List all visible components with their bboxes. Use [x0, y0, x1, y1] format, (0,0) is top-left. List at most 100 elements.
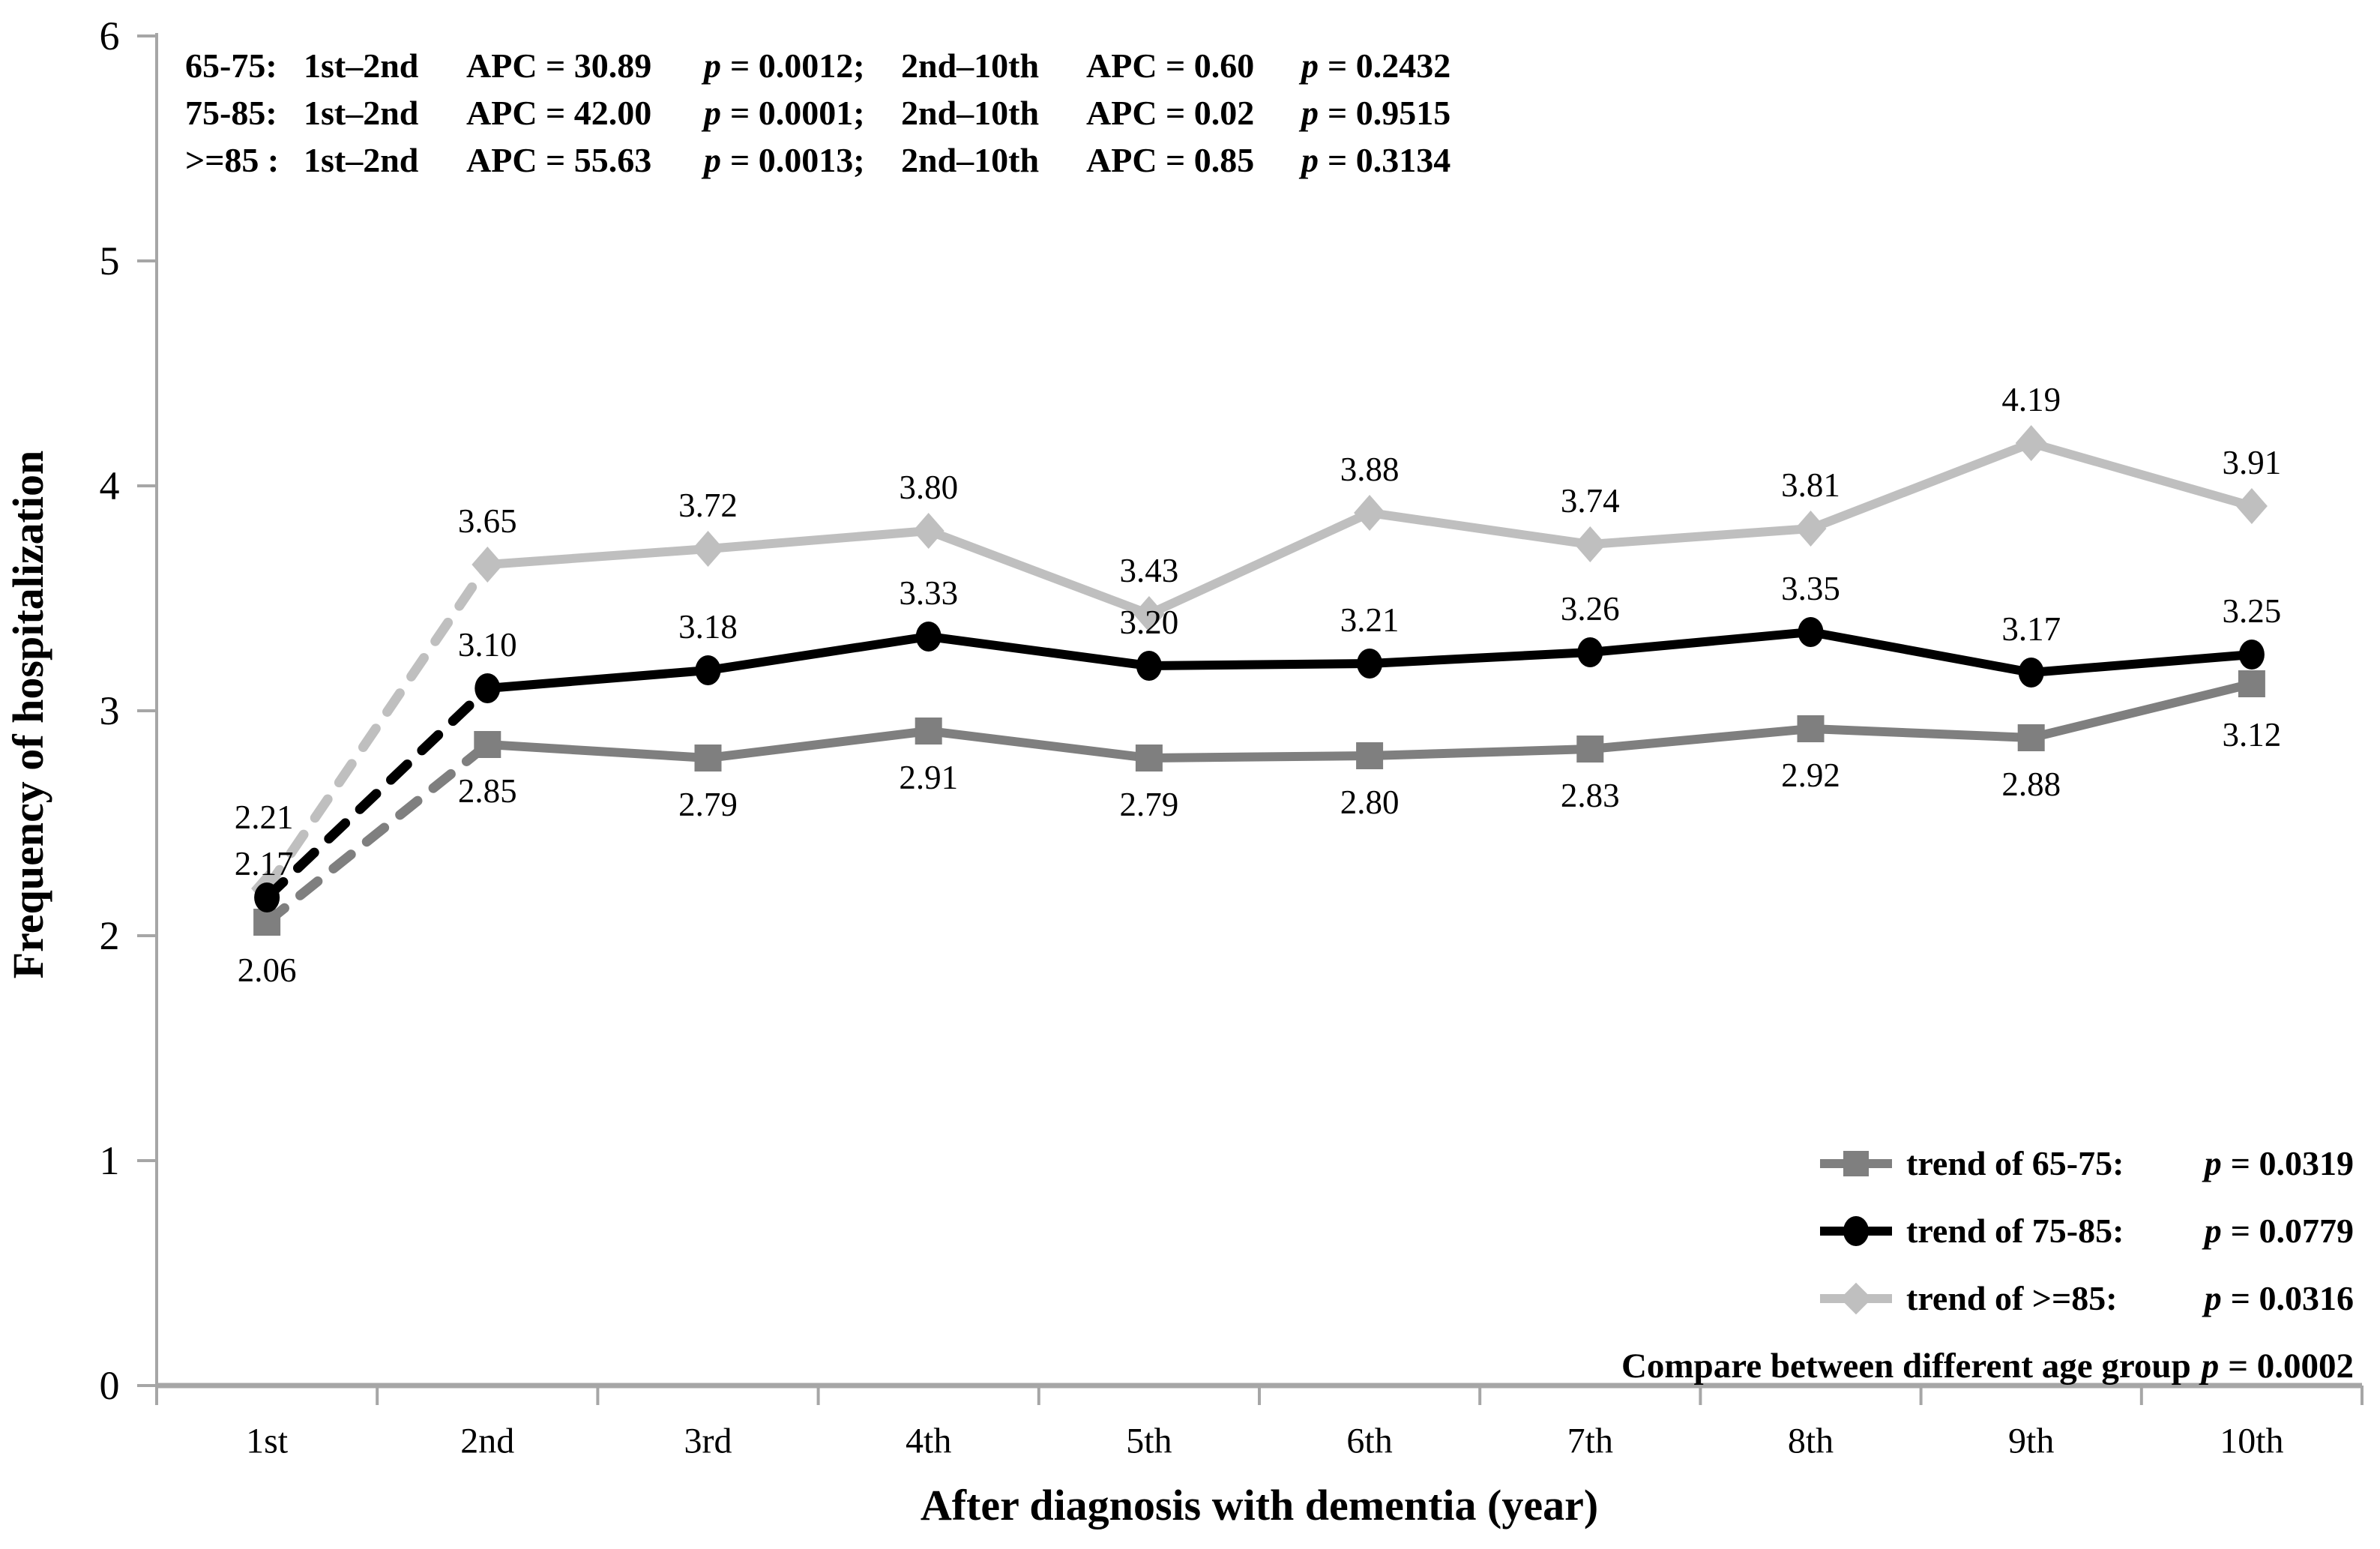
svg-text:2.88: 2.88: [2001, 766, 2061, 803]
svg-text:3.25: 3.25: [2223, 592, 2282, 630]
svg-text:3.26: 3.26: [1561, 590, 1620, 628]
p-symbol: p: [1301, 46, 1319, 85]
svg-text:3.17: 3.17: [2001, 610, 2061, 648]
apc-value: APC = 42.00: [466, 94, 652, 132]
svg-text:3rd: 3rd: [684, 1422, 732, 1461]
svg-text:4.19: 4.19: [2001, 381, 2061, 418]
svg-text:5: 5: [100, 238, 120, 283]
markers: [253, 670, 2265, 936]
group-label: 65-75:: [185, 46, 277, 85]
svg-text:2.06: 2.06: [238, 951, 297, 989]
svg-text:5th: 5th: [1126, 1422, 1172, 1461]
range-label: 1st–2nd: [304, 94, 419, 132]
svg-text:4: 4: [100, 463, 120, 508]
markers: [251, 425, 2268, 906]
svg-text:1: 1: [100, 1138, 120, 1183]
svg-text:3.21: 3.21: [1340, 601, 1400, 639]
svg-text:3.91: 3.91: [2223, 444, 2282, 481]
svg-text:3.20: 3.20: [1120, 604, 1179, 641]
svg-text:2.80: 2.80: [1340, 783, 1400, 821]
apc-line-65-75: 65-75: 1st–2nd APC = 30.89 p = 0.0012; 2n…: [185, 42, 1450, 89]
apc-value: APC = 30.89: [466, 46, 652, 85]
svg-text:2.17: 2.17: [235, 845, 294, 882]
apc-value: APC = 0.60: [1086, 46, 1255, 85]
p-number: = 0.0001;: [730, 94, 865, 132]
data-labels: 2.17 3.10 3.18 3.33 3.20 3.21 3.26 3.35 3.17 3.25: [235, 570, 2282, 882]
svg-text:3: 3: [100, 688, 120, 733]
series-trend-of-65-75: 2.06 2.85 2.79 2.91 2.79 2.80 2.83 2.92 2.88 3.12: [238, 670, 2282, 989]
p-symbol: p: [1301, 141, 1319, 179]
group-label: 75-85:: [185, 94, 277, 132]
apc-annotation: 65-75: 1st–2nd APC = 30.89 p = 0.0012; 2n…: [185, 42, 1450, 184]
svg-text:9th: 9th: [2008, 1422, 2054, 1461]
svg-text:3.88: 3.88: [1340, 451, 1400, 488]
svg-text:3.18: 3.18: [678, 608, 738, 646]
svg-text:4th: 4th: [906, 1422, 951, 1461]
svg-text:1st: 1st: [246, 1422, 289, 1461]
y-axis-title: Frequency of hospitalization: [4, 450, 52, 979]
data-labels: 2.06 2.85 2.79 2.91 2.79 2.80 2.83 2.92 2.88 3.12: [238, 716, 2282, 989]
y-tick-labels: 0 1 2 3 4 5 6: [100, 13, 120, 1408]
svg-text:0: 0: [100, 1363, 120, 1408]
p-number: = 0.2432: [1328, 46, 1451, 85]
svg-text:3.12: 3.12: [2223, 716, 2282, 754]
range-label: 2nd–10th: [901, 46, 1040, 85]
p-value: p = 0.0001;: [704, 89, 901, 136]
svg-text:2.21: 2.21: [235, 798, 294, 836]
range-label: 1st–2nd: [304, 46, 419, 85]
svg-text:2.79: 2.79: [678, 786, 738, 823]
p-value: p = 0.3134: [1301, 136, 1450, 184]
apc-value: APC = 0.85: [1086, 141, 1255, 179]
p-value: p = 0.9515: [1301, 89, 1450, 136]
p-number: = 0.0012;: [730, 46, 865, 85]
svg-text:3.74: 3.74: [1561, 482, 1620, 520]
markers: [254, 617, 2265, 912]
svg-text:3.43: 3.43: [1120, 552, 1179, 589]
p-number: = 0.3134: [1328, 141, 1451, 179]
apc-value: APC = 55.63: [466, 141, 652, 179]
axes: [137, 33, 2364, 1405]
series-trend-of-85: 2.21 3.65 3.72 3.80 3.43 3.88 3.74 3.81 4.19 3.91: [235, 381, 2282, 906]
p-symbol: p: [704, 94, 721, 132]
svg-text:2.79: 2.79: [1120, 786, 1179, 823]
apc-line-ge85: >=85 : 1st–2nd APC = 55.63 p = 0.0013; 2n…: [185, 136, 1450, 184]
svg-text:2.83: 2.83: [1561, 777, 1620, 814]
svg-text:3.33: 3.33: [899, 574, 958, 612]
x-tick-labels: 1st 2nd 3rd 4th 5th 6th 7th 8th 9th 10th: [246, 1422, 2283, 1461]
svg-text:2.91: 2.91: [899, 759, 958, 796]
dashed-segment: [262, 559, 492, 894]
p-symbol: p: [1301, 94, 1319, 132]
p-number: = 0.9515: [1328, 94, 1451, 132]
dashed-segment: [262, 683, 492, 903]
svg-text:8th: 8th: [1788, 1422, 1834, 1461]
svg-text:3.72: 3.72: [678, 487, 738, 524]
p-number: = 0.0013;: [730, 141, 865, 179]
svg-text:10th: 10th: [2220, 1422, 2283, 1461]
svg-text:6th: 6th: [1346, 1422, 1392, 1461]
dashed-segment: [262, 739, 492, 927]
p-value: p = 0.0012;: [704, 42, 901, 89]
svg-text:7th: 7th: [1567, 1422, 1613, 1461]
data-labels: 2.21 3.65 3.72 3.80 3.43 3.88 3.74 3.81 4.19 3.91: [235, 381, 2282, 836]
svg-text:2: 2: [100, 913, 120, 958]
svg-text:3.81: 3.81: [1781, 466, 1840, 504]
svg-text:3.35: 3.35: [1781, 570, 1840, 607]
svg-text:2.92: 2.92: [1781, 757, 1840, 794]
x-axis-title: After diagnosis with dementia (year): [920, 1481, 1599, 1530]
range-label: 1st–2nd: [304, 141, 419, 179]
svg-text:2.85: 2.85: [458, 772, 517, 810]
apc-line-75-85: 75-85: 1st–2nd APC = 42.00 p = 0.0001; 2n…: [185, 89, 1450, 136]
svg-text:3.65: 3.65: [458, 502, 517, 540]
p-value: p = 0.2432: [1301, 42, 1450, 89]
svg-text:3.10: 3.10: [458, 626, 517, 664]
svg-text:2nd: 2nd: [460, 1422, 514, 1461]
apc-value: APC = 0.02: [1086, 94, 1255, 132]
svg-text:3.80: 3.80: [899, 469, 958, 506]
series-trend-of-75-85: 2.17 3.10 3.18 3.33 3.20 3.21 3.26 3.35 3.17 3.25: [235, 570, 2282, 912]
range-label: 2nd–10th: [901, 141, 1040, 179]
p-value: p = 0.0013;: [704, 136, 901, 184]
svg-text:6: 6: [100, 13, 120, 58]
range-label: 2nd–10th: [901, 94, 1040, 132]
